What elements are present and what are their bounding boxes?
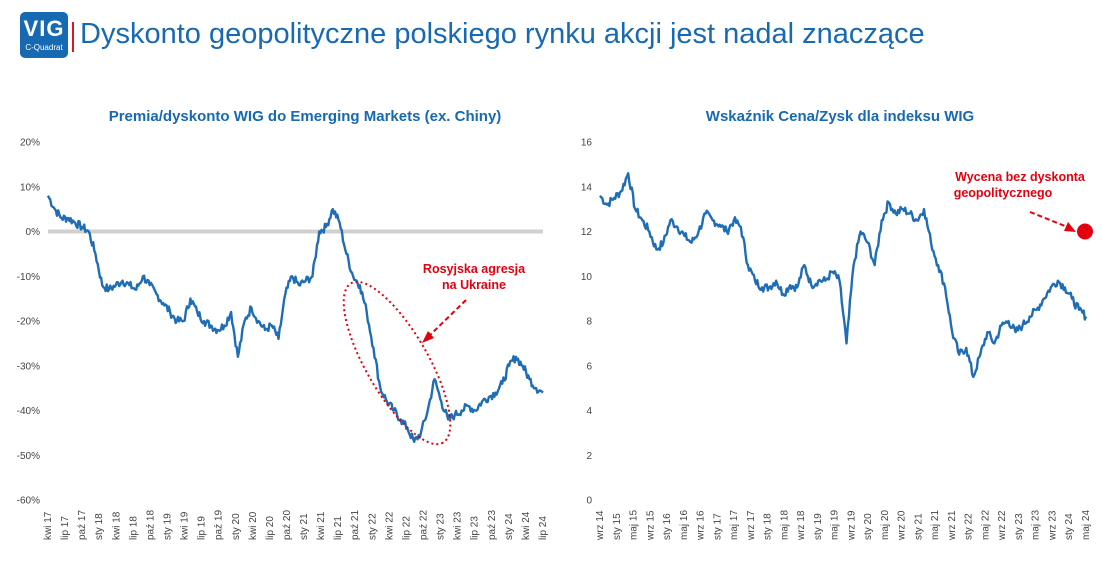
x-tick-label: sty 20 [231, 513, 242, 540]
logo-subtext: C-Quadrat [25, 43, 63, 52]
annotation-label: Rosyjska agresja na Ukraine [423, 262, 526, 292]
x-tick-label: lip 17 [60, 516, 71, 540]
x-tick-label: wrz 17 [746, 510, 757, 541]
x-tick-label: lip 21 [333, 516, 344, 540]
chart-title-pe: Wskaźnik Cena/Zysk dla indeksu WIG [705, 108, 975, 125]
x-tick-label: paź 19 [214, 510, 225, 540]
x-tick-label: lip 22 [401, 516, 412, 540]
x-tick-label: sty 18 [94, 513, 105, 540]
x-tick-label: paź 21 [350, 510, 361, 540]
x-tick-label: sty 19 [162, 513, 173, 540]
x-tick-label: lip 23 [470, 516, 481, 540]
x-tick-label: maj 21 [930, 510, 941, 540]
x-tick-label: wrz 20 [897, 510, 908, 541]
x-tick-label: maj 15 [629, 510, 640, 540]
x-tick-label: sty 23 [436, 513, 447, 540]
annotation-ellipse [342, 280, 452, 446]
x-tick-label: sty 21 [913, 513, 924, 540]
x-tick-label: paź 18 [145, 510, 156, 540]
y-tick-label: 10% [20, 182, 40, 193]
premium-discount-chart: 20% 10% 0% -10% -20% -30% -40% -50% -60%kwi 17 li… [17, 138, 549, 541]
target-arrowhead [1064, 222, 1076, 232]
x-tick-label: kwi 17 [43, 511, 54, 540]
x-tick-label: wrz 23 [1047, 510, 1058, 541]
x-tick-label: paź 17 [77, 510, 88, 540]
x-tick-label: lip 18 [128, 516, 139, 540]
x-tick-label: kwi 24 [521, 511, 532, 540]
target-annotation-label: Wycena bez dyskonta geopolitycznego [954, 170, 1086, 200]
x-tick-label: wrz 14 [595, 510, 606, 541]
y-tick-label: 0% [26, 227, 41, 238]
y-tick-label: -50% [17, 451, 40, 462]
y-tick-label: 2 [586, 451, 592, 462]
x-tick-label: maj 19 [830, 510, 841, 540]
x-tick-label: maj 23 [1031, 510, 1042, 540]
y-tick-label: 12 [581, 227, 593, 238]
x-tick-label: maj 24 [1081, 510, 1092, 540]
x-tick-label: sty 18 [763, 513, 774, 540]
x-tick-label: lip 24 [538, 516, 549, 540]
x-tick-label: maj 18 [779, 510, 790, 540]
x-tick-label: lip 19 [197, 516, 208, 540]
x-tick-label: sty 24 [504, 513, 515, 540]
x-tick-label: sty 22 [964, 513, 975, 540]
y-tick-label: 6 [586, 361, 592, 372]
y-tick-label: 10 [581, 272, 593, 283]
y-tick-label: -60% [17, 496, 40, 507]
x-tick-label: kwi 18 [111, 511, 122, 540]
x-tick-label: kwi 23 [453, 511, 464, 540]
x-tick-label: wrz 21 [947, 510, 958, 541]
annotation-arrow [427, 299, 467, 338]
x-tick-label: sty 20 [863, 513, 874, 540]
x-tick-label: paź 22 [419, 510, 430, 540]
y-tick-label: 14 [581, 182, 593, 193]
y-tick-label: 8 [586, 317, 592, 328]
x-tick-label: kwi 21 [316, 511, 327, 540]
x-tick-label: sty 16 [662, 513, 673, 540]
y-tick-label: 4 [586, 406, 592, 417]
x-tick-label: kwi 20 [248, 511, 259, 540]
series-line [599, 172, 1088, 379]
x-tick-label: paź 23 [487, 510, 498, 540]
y-tick-label: -10% [17, 272, 40, 283]
x-tick-label: maj 22 [980, 510, 991, 540]
y-tick-label: -40% [17, 406, 40, 417]
x-tick-label: wrz 19 [846, 510, 857, 541]
x-tick-label: sty 15 [612, 513, 623, 540]
y-tick-label: 16 [581, 138, 593, 149]
page-title: Dyskonto geopolityczne polskiego rynku a… [80, 18, 925, 50]
title-divider [72, 22, 74, 52]
x-tick-label: wrz 22 [997, 510, 1008, 541]
target-arrow [1029, 211, 1071, 229]
x-tick-label: kwi 19 [180, 511, 191, 540]
x-tick-label: lip 20 [265, 516, 276, 540]
y-tick-label: 0 [586, 496, 592, 507]
logo-text: VIG [23, 16, 65, 41]
x-tick-label: sty 21 [299, 513, 310, 540]
x-tick-label: sty 24 [1064, 513, 1075, 540]
x-tick-label: wrz 15 [645, 510, 656, 541]
x-tick-label: maj 20 [880, 510, 891, 540]
x-tick-label: sty 19 [813, 513, 824, 540]
y-tick-label: -30% [17, 361, 40, 372]
x-tick-label: maj 16 [679, 510, 690, 540]
y-tick-label: 20% [20, 138, 40, 149]
x-tick-label: wrz 18 [796, 510, 807, 541]
y-tick-label: -20% [17, 317, 40, 328]
x-tick-label: kwi 22 [384, 511, 395, 540]
vig-logo: VIG C-Quadrat [20, 12, 68, 58]
x-tick-label: sty 17 [712, 513, 723, 540]
target-point [1077, 223, 1093, 240]
x-tick-label: wrz 16 [696, 510, 707, 541]
annotation-arrowhead [422, 331, 434, 343]
x-tick-label: paź 20 [282, 510, 293, 540]
x-tick-label: maj 17 [729, 510, 740, 540]
x-tick-label: sty 23 [1014, 513, 1025, 540]
chart-title-premium: Premia/dyskonto WIG do Emerging Markets … [108, 108, 502, 125]
series-line [46, 195, 544, 443]
x-tick-label: sty 22 [367, 513, 378, 540]
